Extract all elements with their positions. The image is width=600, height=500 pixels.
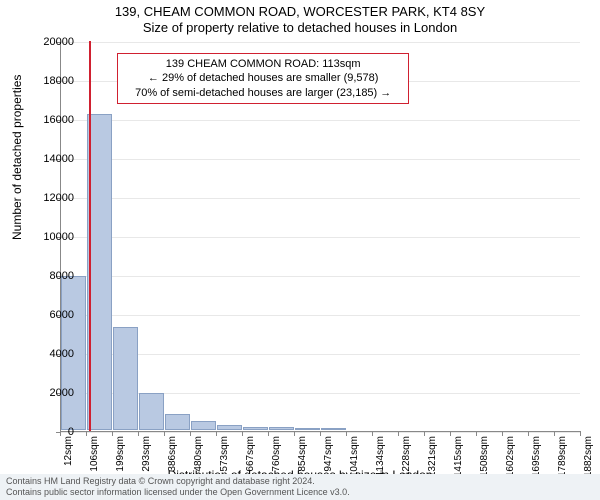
ytick-label: 8000 xyxy=(24,270,74,282)
xtick-mark xyxy=(372,431,373,436)
xtick-mark xyxy=(242,431,243,436)
histogram-bar xyxy=(191,421,216,430)
xtick-mark xyxy=(190,431,191,436)
sub-title: Size of property relative to detached ho… xyxy=(0,20,600,35)
xtick-mark xyxy=(320,431,321,436)
footer-line2: Contains public sector information licen… xyxy=(6,487,594,498)
xtick-mark xyxy=(450,431,451,436)
xtick-label: 854sqm xyxy=(297,436,308,472)
histogram-bar xyxy=(269,427,294,430)
histogram-bar xyxy=(217,425,242,430)
gridline xyxy=(61,120,580,121)
footer-line1: Contains HM Land Registry data © Crown c… xyxy=(6,476,594,487)
xtick-label: 573sqm xyxy=(219,436,230,472)
title-block: 139, CHEAM COMMON ROAD, WORCESTER PARK, … xyxy=(0,0,600,35)
gridline xyxy=(61,315,580,316)
xtick-mark xyxy=(398,431,399,436)
xtick-label: 947sqm xyxy=(323,436,334,472)
ytick-label: 12000 xyxy=(24,192,74,204)
xtick-mark xyxy=(554,431,555,436)
xtick-mark xyxy=(424,431,425,436)
xtick-label: 480sqm xyxy=(193,436,204,472)
histogram-bar xyxy=(139,393,164,430)
xtick-mark xyxy=(528,431,529,436)
histogram-bar xyxy=(321,428,346,430)
xtick-label: 293sqm xyxy=(141,436,152,472)
ytick-label: 10000 xyxy=(24,231,74,243)
gridline xyxy=(61,237,580,238)
gridline xyxy=(61,159,580,160)
xtick-mark xyxy=(268,431,269,436)
histogram-bar xyxy=(113,327,138,430)
gridline xyxy=(61,276,580,277)
annotation-line: ← 29% of detached houses are smaller (9,… xyxy=(124,71,402,85)
ytick-label: 20000 xyxy=(24,36,74,48)
xtick-label: 667sqm xyxy=(245,436,256,472)
footer-attribution: Contains HM Land Registry data © Crown c… xyxy=(0,474,600,500)
ytick-label: 16000 xyxy=(24,114,74,126)
xtick-mark xyxy=(580,431,581,436)
xtick-label: 760sqm xyxy=(271,436,282,472)
main-title: 139, CHEAM COMMON ROAD, WORCESTER PARK, … xyxy=(0,4,600,19)
ytick-label: 4000 xyxy=(24,348,74,360)
ytick-label: 0 xyxy=(24,426,74,438)
ytick-label: 18000 xyxy=(24,75,74,87)
xtick-label: 199sqm xyxy=(115,436,126,472)
xtick-label: 12sqm xyxy=(63,436,74,466)
xtick-label: 106sqm xyxy=(89,436,100,472)
gridline xyxy=(61,354,580,355)
annotation-line: 139 CHEAM COMMON ROAD: 113sqm xyxy=(124,57,402,71)
xtick-mark xyxy=(502,431,503,436)
histogram-bar xyxy=(295,428,320,430)
annotation-box: 139 CHEAM COMMON ROAD: 113sqm← 29% of de… xyxy=(117,53,409,104)
xtick-mark xyxy=(86,431,87,436)
annotation-line: 70% of semi-detached houses are larger (… xyxy=(124,86,402,100)
xtick-mark xyxy=(138,431,139,436)
xtick-mark xyxy=(216,431,217,436)
xtick-mark xyxy=(476,431,477,436)
gridline xyxy=(61,42,580,43)
ytick-label: 6000 xyxy=(24,309,74,321)
ytick-label: 14000 xyxy=(24,153,74,165)
gridline xyxy=(61,198,580,199)
xtick-label: 386sqm xyxy=(167,436,178,472)
y-axis-label: Number of detached properties xyxy=(10,75,24,240)
histogram-bar xyxy=(165,414,190,430)
xtick-mark xyxy=(112,431,113,436)
xtick-mark xyxy=(164,431,165,436)
histogram-chart: 12sqm106sqm199sqm293sqm386sqm480sqm573sq… xyxy=(60,42,580,432)
histogram-bar xyxy=(243,427,268,431)
xtick-mark xyxy=(346,431,347,436)
xtick-mark xyxy=(294,431,295,436)
ytick-label: 2000 xyxy=(24,387,74,399)
reference-line xyxy=(89,41,91,431)
